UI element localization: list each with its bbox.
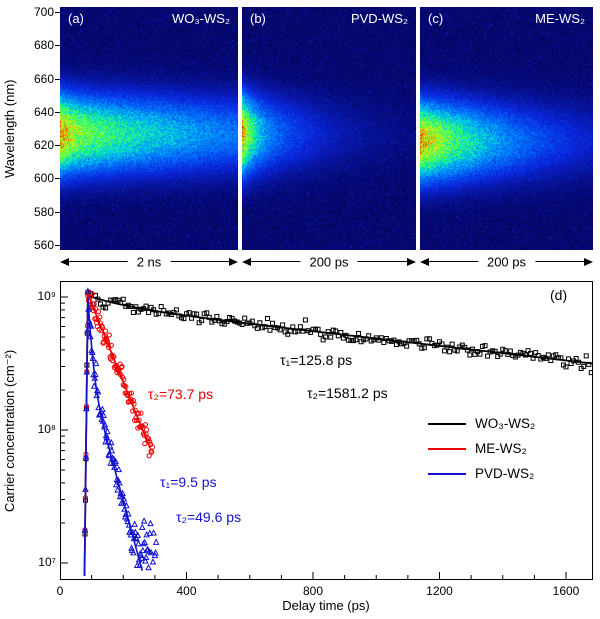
wavelength-tick-label: 620 [33, 138, 54, 153]
legend-label: ME-WS₂ [475, 441, 527, 456]
panel-d-tag: (d) [550, 287, 568, 303]
panel-b-tag: (b) [250, 11, 266, 26]
x-tick-label: 400 [176, 584, 197, 598]
wavelength-tick-label: 560 [33, 238, 54, 252]
annotation-tau1-wo3: τ₁=125.8 ps [280, 352, 353, 368]
streak-image-c [420, 7, 593, 250]
streak-panel-b: (b) PVD-WS₂ [242, 7, 416, 250]
time-scale-label-a: 2 ns [127, 254, 171, 270]
legend-label: PVD-WS₂ [475, 466, 535, 481]
wavelength-tick-label: 580 [33, 204, 54, 219]
x-tick-label: 800 [302, 584, 324, 598]
time-scale-label-c: 200 ps [477, 254, 536, 270]
x-tick-label: 0 [56, 584, 64, 598]
legend-item-wo3: WO₃-WS₂ [428, 411, 535, 436]
y-tick-label: 10⁷ [38, 555, 56, 569]
arrowhead-right-icon [407, 258, 416, 266]
annotation-tau2-wo3: τ₂=1581.2 ps [307, 385, 388, 401]
wavelength-axis-label: Wavelength (nm) [2, 79, 17, 178]
panel-b-title: PVD-WS₂ [350, 11, 408, 26]
arrowhead-left-icon [60, 258, 69, 266]
legend-label: WO₃-WS₂ [475, 416, 536, 431]
panel-a-tag: (a) [68, 11, 84, 26]
x-tick-label: 1600 [552, 584, 580, 598]
streak-panel-a: (a) WO₃-WS₂ [60, 7, 238, 250]
annotation-tau2-pvd: τ₂=49.6 ps [176, 509, 242, 525]
annotation-tau1-pvd: τ₁=9.5 ps [160, 474, 217, 490]
wavelength-tick-label: 600 [33, 171, 54, 186]
wavelength-tick-label: 640 [33, 104, 54, 119]
decay-plot-canvas [60, 281, 593, 580]
wavelength-tick-label: 680 [33, 38, 54, 53]
time-scalebar-c: 200 ps [420, 252, 593, 272]
x-tick-label: 1200 [426, 584, 453, 598]
arrowhead-right-icon [229, 258, 238, 266]
time-scalebar-b: 200 ps [242, 252, 416, 272]
arrowhead-right-icon [584, 258, 593, 266]
annotation-tau2-me: τ₂=73.7 ps [148, 386, 214, 402]
streak-image-a [60, 7, 238, 250]
wavelength-tick-label: 700 [33, 5, 54, 19]
time-scale-label-b: 200 ps [300, 254, 358, 270]
panel-c-title: ME-WS₂ [535, 11, 585, 26]
streak-image-b [242, 7, 416, 250]
delay-time-axis-label: Delay time (ps) [282, 598, 370, 613]
time-scalebar-a: 2 ns [60, 252, 238, 272]
y-tick-label: 10⁹ [37, 289, 57, 303]
y-tick-label: 10⁸ [37, 422, 56, 436]
carrier-concentration-axis-label: Carrier concentration (cm⁻²) [2, 349, 17, 512]
arrowhead-left-icon [420, 258, 429, 266]
panel-c-tag: (c) [428, 11, 444, 26]
arrowhead-left-icon [242, 258, 251, 266]
legend-line-sample [428, 447, 466, 450]
streak-panel-c: (c) ME-WS₂ [420, 7, 593, 250]
wavelength-tick-label: 660 [33, 71, 54, 86]
legend-line-sample [428, 422, 466, 425]
panel-a-title: WO₃-WS₂ [172, 11, 230, 26]
legend: WO₃-WS₂ ME-WS₂ PVD-WS₂ [428, 411, 535, 486]
legend-line-sample [428, 472, 466, 475]
legend-item-me: ME-WS₂ [428, 436, 535, 461]
legend-item-pvd: PVD-WS₂ [428, 461, 535, 486]
